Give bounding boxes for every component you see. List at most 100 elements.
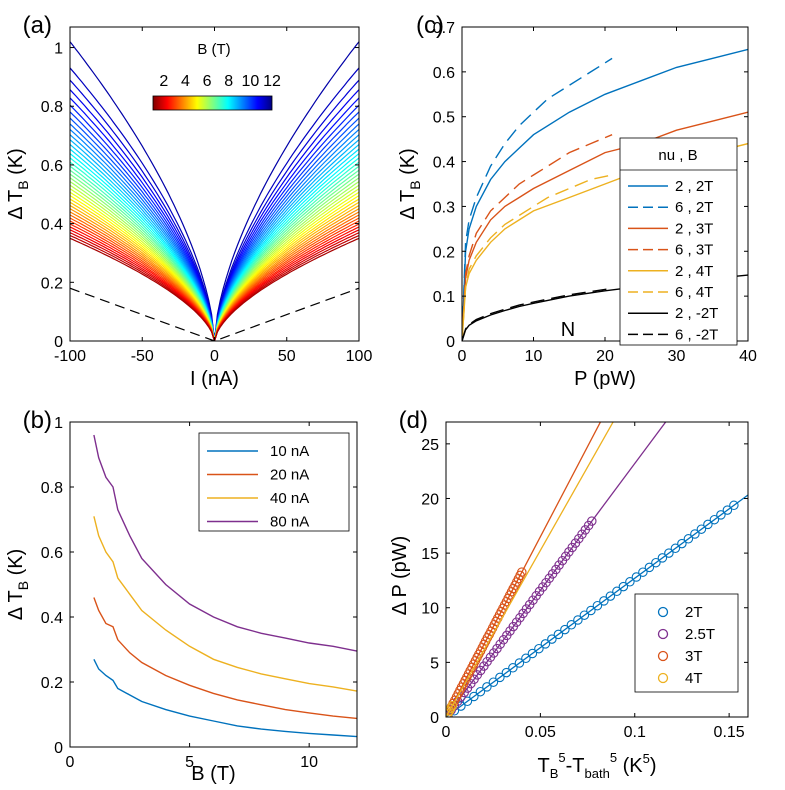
data-point (579, 610, 590, 620)
series-line-B (70, 165, 359, 341)
series-line-B (70, 161, 359, 341)
series-line-B (70, 237, 359, 341)
y-axis-label: Δ TB (K) (397, 148, 423, 220)
data-point (446, 703, 456, 714)
data-point (514, 658, 525, 668)
series-line-B (70, 204, 359, 341)
y-axis-label-sub: B (15, 180, 31, 189)
y-tick-label: 0.4 (41, 610, 63, 627)
data-point (729, 500, 739, 511)
panel-b-plot (93, 434, 357, 738)
panel-label: (d) (399, 407, 428, 434)
series-line-B (70, 173, 359, 341)
x-axis-label: I (nA) (190, 368, 239, 390)
y-tick-label: 1 (54, 41, 63, 58)
x-axis-label-part: (K (617, 755, 643, 777)
data-point (664, 548, 674, 558)
data-point (447, 700, 458, 711)
panel-label: (b) (23, 407, 52, 434)
data-point (703, 519, 713, 530)
y-tick-label: 20 (421, 491, 439, 508)
y-axis-label-unit: (K) (5, 549, 27, 581)
legend-label: 80 nA (270, 514, 309, 531)
y-tick-label: 0 (54, 334, 63, 351)
x-tick-label: 0.1 (624, 724, 646, 741)
legend-marker (657, 606, 669, 618)
x-tick-label: -50 (131, 348, 154, 365)
series-line-B (70, 214, 359, 341)
x-tick-label: 0.05 (525, 724, 556, 741)
x-axis-label-part: 5 (558, 750, 565, 765)
data-point (631, 572, 642, 582)
data-point (482, 682, 492, 692)
series-line-B (70, 220, 359, 341)
y-tick-label: 0.8 (41, 480, 63, 497)
colorbar: B (T) 2 4 6 8 10 12 (152, 41, 281, 111)
series-line-B (70, 177, 359, 341)
y-tick-label: 5 (430, 655, 439, 672)
series-line-B (70, 41, 359, 341)
series-line-B (70, 226, 359, 341)
series-line-B (70, 169, 359, 341)
legend-label: 20 nA (270, 467, 309, 484)
data-point (625, 577, 635, 587)
series-line-B (70, 229, 359, 341)
x-tick-label: 20 (596, 348, 614, 365)
y-tick-label: 25 (421, 437, 439, 454)
x-tick-label: 50 (278, 348, 296, 365)
legend-label: 2 , 3T (675, 220, 713, 237)
x-tick-label: 0 (210, 348, 219, 365)
series-line-B (70, 232, 359, 341)
legend-label: 6 , 3T (675, 242, 713, 259)
y-tick-label: 0.3 (433, 199, 455, 216)
series-line-B (70, 184, 359, 341)
x-axis-label-part: T (537, 755, 549, 777)
legend-label: 6 , -2T (675, 326, 718, 343)
legend-box (619, 137, 738, 346)
y-tick-label: 15 (421, 546, 439, 563)
data-point (446, 706, 455, 716)
legend: 2T 2.5T 3T 4T (634, 593, 739, 693)
panel-label: (c) (416, 12, 444, 39)
y-axis-label: Δ TB (K) (5, 549, 31, 621)
axes-frame (69, 421, 358, 748)
x-tick-label: 0.15 (714, 724, 745, 741)
legend-label: 2 , 2T (675, 178, 713, 195)
series-line-B (70, 104, 359, 341)
series-line-B (70, 67, 359, 341)
x-tick-label: 5 (185, 754, 194, 771)
y-axis-label-main: Δ T (397, 190, 419, 220)
panel-label: (a) (23, 12, 52, 39)
data-point (696, 524, 707, 534)
series-line-B (70, 223, 359, 341)
x-axis-label-part: B (550, 766, 559, 781)
x-tick-label: 30 (668, 348, 686, 365)
legend: 10 nA 20 nA 40 nA 80 nA (198, 432, 350, 532)
series-line-B (70, 201, 359, 341)
reference-dashed-line (70, 287, 359, 341)
legend-label: 6 , 2T (675, 199, 713, 216)
data-point (587, 516, 597, 526)
data-point (677, 538, 687, 549)
series-line-B (70, 123, 359, 341)
series-line (93, 658, 357, 738)
data-point (560, 624, 570, 635)
x-axis-label-part: 5 (643, 751, 650, 766)
fit-line (446, 422, 602, 717)
x-tick-label: 0 (442, 724, 451, 741)
series-line (462, 134, 613, 341)
series-line (462, 111, 748, 341)
data-point (469, 691, 479, 702)
data-point (605, 591, 616, 601)
y-axis-label: Δ P (pW) (389, 536, 411, 616)
colorbar-tick-label: 12 (263, 73, 281, 90)
data-point (592, 600, 603, 611)
series-line (462, 174, 613, 341)
x-tick-label: 0 (458, 348, 467, 365)
axes-frame (445, 421, 749, 718)
y-tick-label: 0.6 (41, 158, 63, 175)
y-axis-label-unit: (K) (397, 148, 419, 180)
annotation-text: N (561, 319, 575, 341)
legend-label: 2 , -2T (675, 305, 718, 322)
